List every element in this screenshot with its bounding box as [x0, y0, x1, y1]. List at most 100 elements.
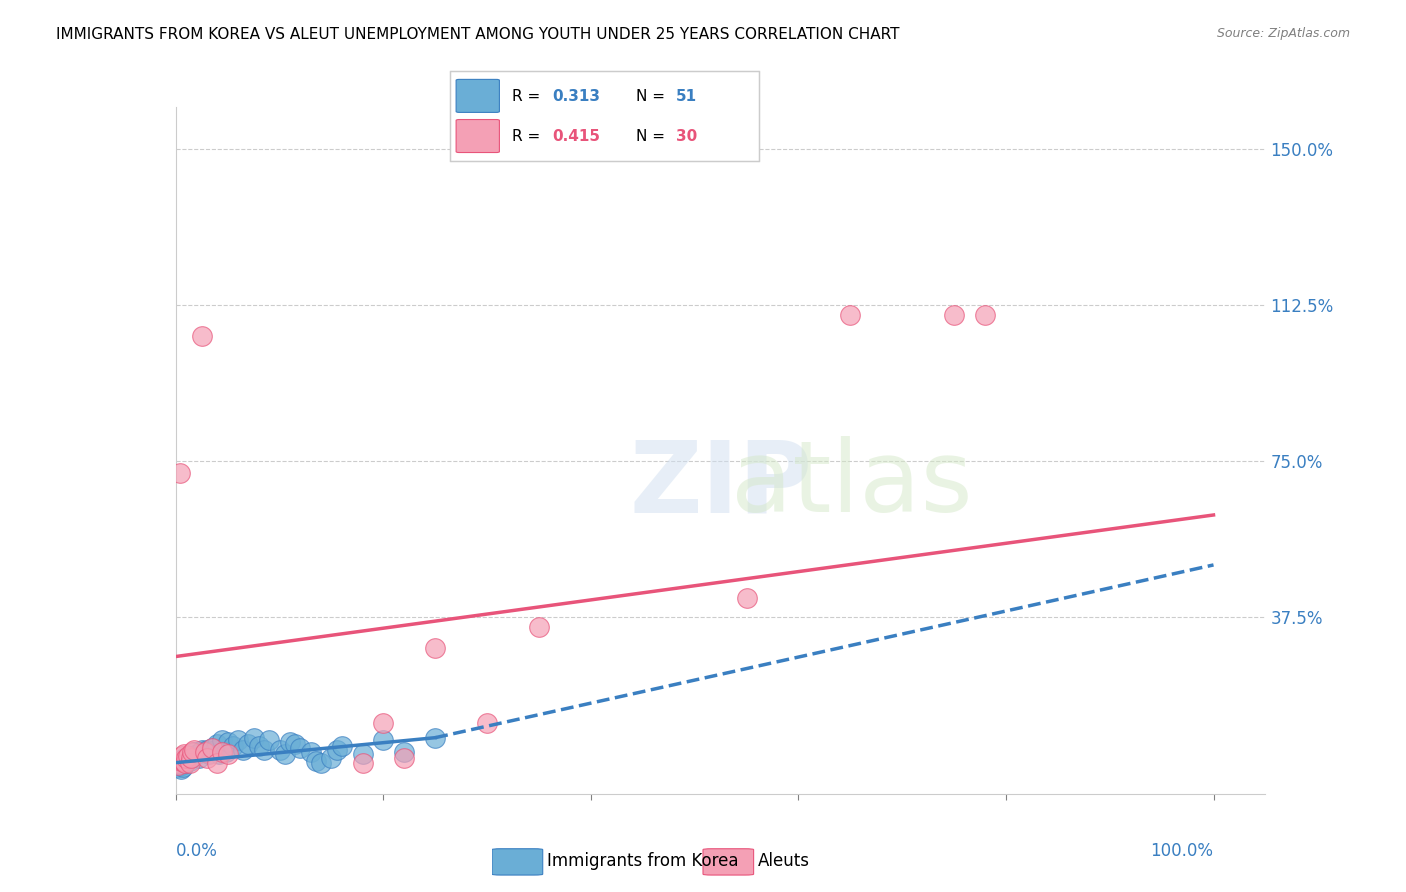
Point [242, 731, 264, 745]
Point [247, 739, 270, 753]
Point [373, 716, 395, 731]
Text: IMMIGRANTS FROM KOREA VS ALEUT UNEMPLOYMENT AMONG YOUTH UNDER 25 YEARS CORRELATI: IMMIGRANTS FROM KOREA VS ALEUT UNEMPLOYM… [56, 27, 900, 42]
Point [194, 745, 217, 759]
Point [269, 743, 291, 757]
Point [170, 762, 193, 776]
Point [211, 745, 233, 759]
Point [373, 732, 395, 747]
FancyBboxPatch shape [456, 79, 499, 112]
Point [179, 756, 201, 770]
Point [284, 737, 307, 751]
Point [392, 745, 415, 759]
Point [195, 751, 218, 765]
Point [232, 743, 254, 757]
Point [174, 751, 197, 765]
Text: 30: 30 [676, 129, 697, 144]
Point [253, 743, 276, 757]
Point [475, 716, 498, 731]
Point [943, 308, 966, 322]
Point [222, 739, 245, 753]
Text: 100.0%: 100.0% [1150, 842, 1213, 860]
Text: 51: 51 [676, 89, 697, 103]
Point [169, 467, 191, 481]
Point [173, 747, 195, 762]
FancyBboxPatch shape [456, 120, 499, 153]
Point [169, 756, 191, 770]
Point [204, 743, 226, 757]
Point [325, 743, 347, 757]
Point [207, 756, 229, 770]
Point [352, 747, 374, 762]
Point [226, 732, 249, 747]
Point [179, 754, 201, 768]
Point [274, 747, 297, 762]
Point [177, 749, 200, 764]
Point [527, 620, 550, 634]
Point [170, 749, 193, 764]
Point [330, 739, 353, 753]
Text: R =: R = [512, 129, 546, 144]
Point [217, 735, 239, 749]
Point [167, 754, 190, 768]
Text: 0.313: 0.313 [553, 89, 600, 103]
Point [214, 745, 236, 759]
Text: atlas: atlas [731, 436, 972, 533]
Point [217, 747, 239, 762]
Text: ZIP: ZIP [628, 436, 813, 533]
Point [174, 756, 197, 770]
Point [735, 591, 758, 606]
Point [299, 745, 322, 759]
Point [201, 741, 224, 756]
Text: 0.0%: 0.0% [176, 842, 218, 860]
Point [198, 747, 221, 762]
Point [180, 751, 202, 765]
Point [170, 754, 193, 768]
Point [425, 731, 447, 745]
Point [839, 308, 862, 322]
Point [392, 751, 415, 765]
Point [190, 329, 212, 343]
Point [186, 747, 208, 762]
Point [194, 745, 217, 759]
Text: Source: ZipAtlas.com: Source: ZipAtlas.com [1216, 27, 1350, 40]
Text: N =: N = [636, 89, 669, 103]
Point [173, 751, 195, 765]
Text: 0.415: 0.415 [553, 129, 600, 144]
Point [183, 743, 205, 757]
Point [183, 745, 205, 759]
Point [425, 641, 447, 656]
Point [166, 760, 188, 774]
Point [309, 756, 332, 770]
Text: Aleuts: Aleuts [758, 852, 810, 870]
Point [181, 745, 204, 759]
Point [181, 749, 204, 764]
Point [170, 757, 193, 772]
Point [290, 741, 312, 756]
Point [172, 754, 194, 768]
Point [211, 732, 233, 747]
Point [208, 747, 231, 762]
Point [187, 751, 209, 765]
Point [172, 760, 194, 774]
Text: R =: R = [512, 89, 546, 103]
Point [305, 754, 328, 768]
Point [180, 751, 202, 765]
Point [238, 737, 260, 751]
Point [207, 737, 229, 751]
FancyBboxPatch shape [703, 849, 754, 875]
Point [177, 749, 200, 764]
Point [201, 741, 224, 756]
Point [257, 732, 280, 747]
Point [278, 735, 301, 749]
Point [974, 308, 997, 322]
Point [166, 757, 188, 772]
Point [321, 751, 343, 765]
Point [174, 756, 197, 770]
Point [166, 756, 188, 770]
Point [166, 757, 188, 772]
FancyBboxPatch shape [492, 849, 543, 875]
Point [195, 743, 218, 757]
Text: N =: N = [636, 129, 669, 144]
Point [190, 743, 212, 757]
Text: Immigrants from Korea: Immigrants from Korea [547, 852, 738, 870]
